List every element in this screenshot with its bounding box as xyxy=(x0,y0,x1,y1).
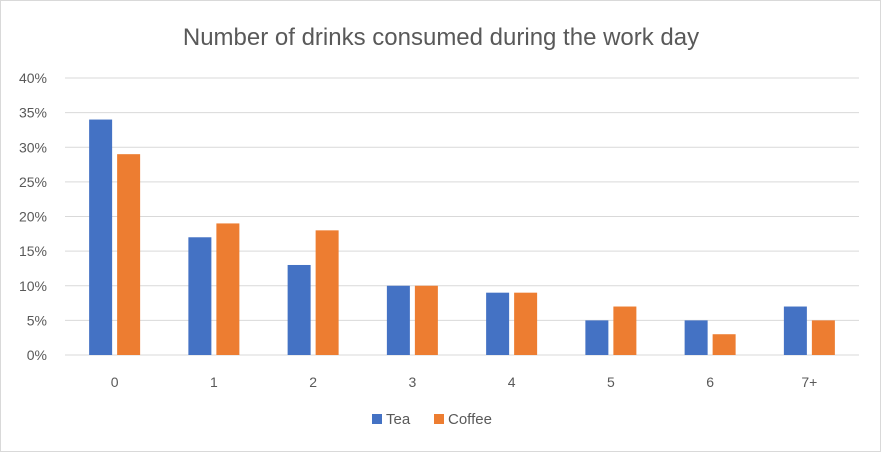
bar-tea-0 xyxy=(89,119,113,355)
x-tick-label: 3 xyxy=(408,374,416,390)
x-tick-label: 1 xyxy=(210,374,218,390)
x-tick-label: 0 xyxy=(111,374,119,390)
bar-tea-1 xyxy=(188,237,212,355)
bar-tea-2 xyxy=(287,264,311,355)
y-tick-label: 30% xyxy=(19,139,47,155)
bar-tea-5 xyxy=(585,320,609,355)
y-tick-label: 35% xyxy=(19,105,47,121)
bar-coffee-1 xyxy=(216,223,240,355)
x-tick-label: 4 xyxy=(508,374,516,390)
x-tick-label: 7+ xyxy=(801,374,817,390)
legend-label-coffee: Coffee xyxy=(448,411,492,428)
y-tick-label: 20% xyxy=(19,209,47,225)
legend-swatch-tea xyxy=(372,414,382,424)
y-tick-label: 15% xyxy=(19,243,47,259)
legend-swatch-coffee xyxy=(434,414,444,424)
bar-coffee-7plus xyxy=(811,320,835,355)
y-tick-label: 0% xyxy=(27,347,47,363)
bar-coffee-2 xyxy=(315,230,339,355)
chart-title: Number of drinks consumed during the wor… xyxy=(183,24,699,51)
y-tick-label: 40% xyxy=(19,70,47,86)
x-axis-ticks: 0 1 2 3 4 5 6 7+ xyxy=(111,374,818,390)
bar-coffee-4 xyxy=(514,292,538,355)
bar-coffee-3 xyxy=(414,285,438,355)
bar-tea-6 xyxy=(684,320,708,355)
x-tick-label: 5 xyxy=(607,374,615,390)
x-tick-label: 6 xyxy=(706,374,714,390)
bars xyxy=(89,119,835,355)
y-tick-label: 25% xyxy=(19,174,47,190)
y-tick-label: 5% xyxy=(27,312,47,328)
bar-tea-3 xyxy=(386,285,410,355)
bar-tea-7plus xyxy=(783,306,807,355)
y-tick-label: 10% xyxy=(19,278,47,294)
gridlines xyxy=(65,77,859,356)
legend-label-tea: Tea xyxy=(386,411,411,428)
bar-tea-4 xyxy=(486,292,510,355)
bar-coffee-0 xyxy=(117,154,141,355)
x-tick-label: 2 xyxy=(309,374,317,390)
y-axis-ticks: 0% 5% 10% 15% 20% 25% 30% 35% 40% xyxy=(19,70,47,363)
bar-coffee-5 xyxy=(613,306,637,355)
legend: Tea Coffee xyxy=(372,411,492,428)
bar-coffee-6 xyxy=(712,334,736,355)
